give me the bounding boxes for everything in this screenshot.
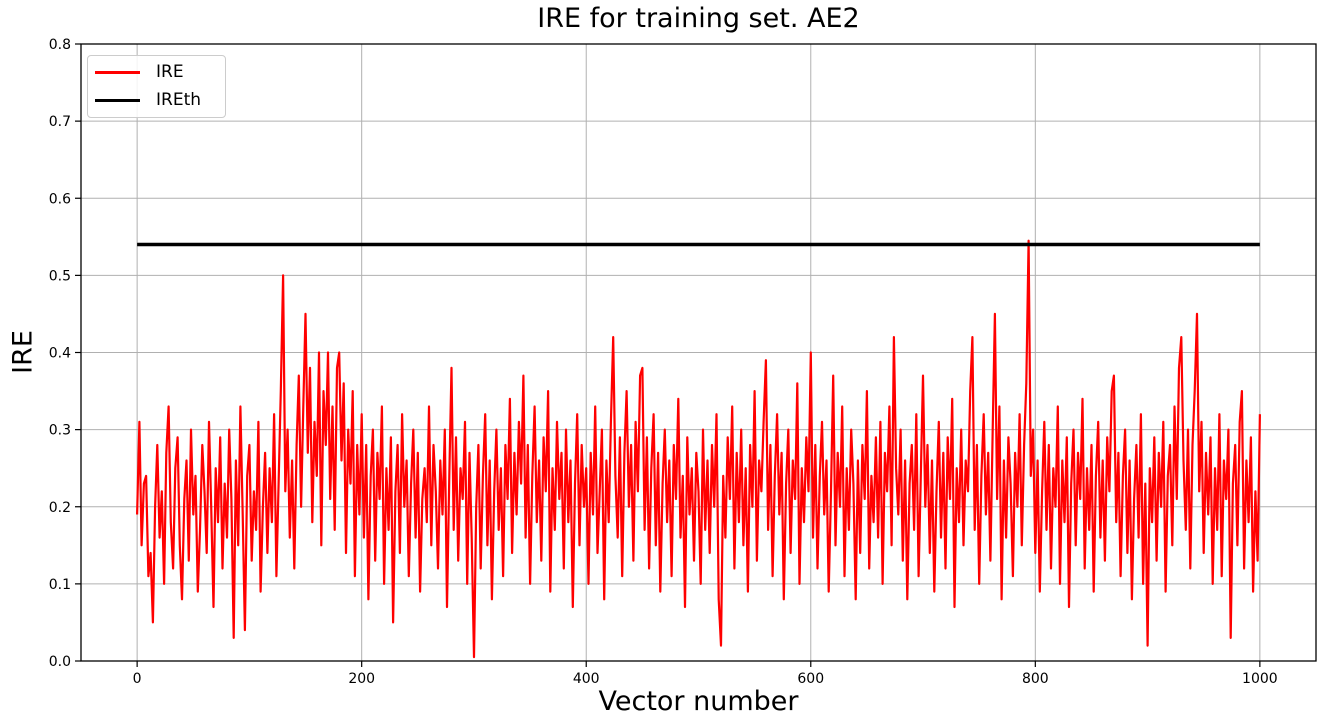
tick-labels: 0 200 400 600 800 1000 0.0 0.1 0.2 0.3 0.4 0.5 0.6 0.…	[49, 37, 1278, 687]
y-axis-label: IRE	[7, 330, 39, 374]
y-tick-label: 0.5	[49, 268, 71, 284]
y-tick-label: 0.0	[49, 654, 71, 670]
chart-title: IRE for training set. AE2	[537, 3, 860, 34]
y-tick-label: 0.4	[49, 346, 71, 362]
legend-label-ire: IRE	[156, 61, 184, 82]
legend-item-ire: IRE	[95, 58, 225, 86]
legend-line-sample-ire	[95, 70, 140, 74]
legend-line-sample-ireth	[95, 99, 140, 103]
y-tick-label: 0.6	[49, 191, 71, 207]
y-tick-label: 0.7	[49, 114, 71, 130]
x-tick-label: 400	[573, 671, 600, 687]
x-tick-label: 600	[797, 671, 824, 687]
y-tick-label: 0.8	[49, 37, 71, 53]
y-tick-label: 0.2	[49, 500, 71, 516]
y-tick-label: 0.1	[49, 577, 71, 593]
legend: IRE IREth	[87, 55, 226, 118]
tick-marks	[75, 43, 1261, 667]
series-ire	[136, 239, 1261, 659]
legend-item-ireth: IREth	[95, 87, 225, 115]
y-tick-label: 0.3	[49, 423, 71, 439]
x-tick-label: 200	[348, 671, 375, 687]
x-tick-label: 800	[1022, 671, 1049, 687]
legend-label-ireth: IREth	[156, 90, 202, 111]
x-tick-label: 0	[133, 671, 142, 687]
x-axis-label: Vector number	[598, 686, 799, 717]
x-tick-label: 1000	[1242, 671, 1278, 687]
